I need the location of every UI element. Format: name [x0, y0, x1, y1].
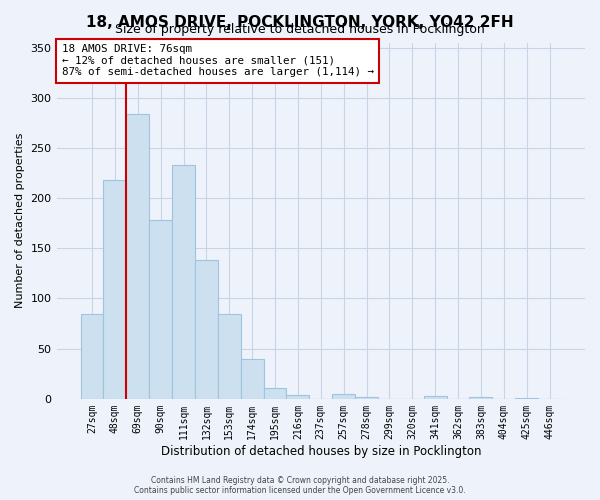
Y-axis label: Number of detached properties: Number of detached properties	[15, 133, 25, 308]
Text: 18, AMOS DRIVE, POCKLINGTON, YORK, YO42 2FH: 18, AMOS DRIVE, POCKLINGTON, YORK, YO42 …	[86, 15, 514, 30]
Bar	[286, 395, 310, 399]
Bar	[469, 397, 493, 399]
Text: Size of property relative to detached houses in Pocklington: Size of property relative to detached ho…	[115, 22, 485, 36]
Text: 18 AMOS DRIVE: 76sqm
← 12% of detached houses are smaller (151)
87% of semi-deta: 18 AMOS DRIVE: 76sqm ← 12% of detached h…	[62, 44, 374, 78]
Bar	[195, 260, 218, 399]
Bar	[218, 314, 241, 399]
X-axis label: Distribution of detached houses by size in Pocklington: Distribution of detached houses by size …	[161, 444, 481, 458]
Bar	[127, 114, 149, 399]
Bar	[149, 220, 172, 399]
Bar	[172, 165, 195, 399]
Bar	[241, 358, 263, 399]
Bar	[515, 398, 538, 399]
Bar	[424, 396, 446, 399]
Bar	[103, 180, 127, 399]
Bar	[355, 397, 378, 399]
Text: Contains HM Land Registry data © Crown copyright and database right 2025.
Contai: Contains HM Land Registry data © Crown c…	[134, 476, 466, 495]
Bar	[263, 388, 286, 399]
Bar	[80, 314, 103, 399]
Bar	[332, 394, 355, 399]
